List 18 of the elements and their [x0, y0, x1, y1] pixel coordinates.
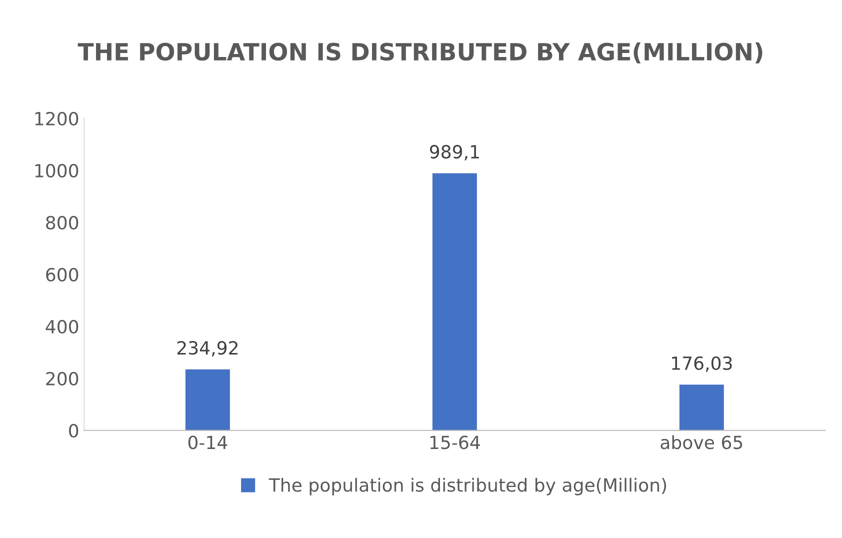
- y-tick-label: 400: [46, 320, 78, 334]
- y-tick-label: 1000: [35, 164, 78, 178]
- y-tick-label: 1200: [35, 112, 78, 126]
- y-tick-label: 0: [69, 424, 78, 438]
- data-label: 176,03: [672, 356, 732, 372]
- x-tick-label: 0-14: [188, 436, 228, 450]
- data-label: 989,1: [430, 144, 479, 160]
- chart-title: THE POPULATION IS DISTRIBUTED BY AGE(MILLION): [78, 42, 762, 64]
- legend-label: The population is distributed by age(Million): [268, 478, 666, 496]
- y-tick-label: 600: [46, 268, 78, 282]
- bar: [679, 384, 724, 430]
- y-tick-label: 200: [46, 372, 78, 386]
- x-tick-label: 15-64: [430, 436, 480, 450]
- bar: [185, 369, 230, 430]
- y-tick-label: 800: [46, 216, 78, 230]
- bar: [432, 173, 477, 430]
- x-tick-label: above 65: [660, 435, 742, 450]
- data-label: 234,92: [177, 341, 238, 357]
